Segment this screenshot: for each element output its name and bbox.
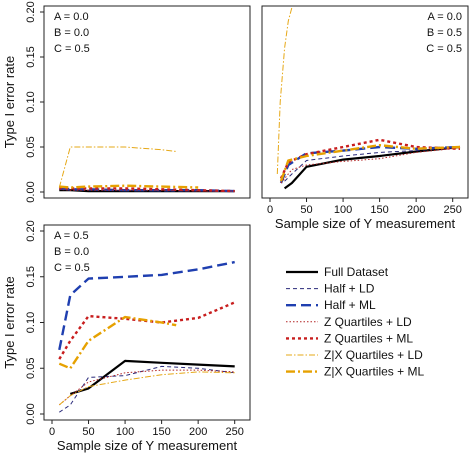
x-tick-label: 150	[152, 426, 170, 438]
series-line-z-quartiles-ld	[59, 188, 235, 192]
legend-item: Z Quartiles + LD	[286, 315, 412, 329]
series-group	[58, 260, 236, 413]
x-tick-label: 50	[82, 426, 94, 438]
series-line-z-x-quartiles-ml	[279, 143, 461, 182]
y-tick-label: 0.05	[25, 358, 37, 379]
y-axis: 0.00 0.05 0.10 0.15 0.20	[25, 220, 44, 425]
legend-label: Z|X Quartiles + ML	[324, 365, 424, 379]
y-tick-label: 0.15	[25, 266, 37, 287]
series-group	[58, 146, 235, 193]
parameter-label: C = 0.5	[426, 43, 462, 55]
series-line-half-ml	[58, 260, 235, 351]
x-tick-label: 200	[189, 426, 207, 438]
legend-label: Z|X Quartiles + LD	[324, 348, 423, 362]
parameter-label: C = 0.5	[54, 262, 90, 274]
x-tick-label: 150	[370, 204, 388, 216]
y-tick-label: 0.20	[25, 1, 37, 22]
y-tick-label: 0.10	[25, 91, 37, 112]
series-group	[276, 7, 461, 190]
series-line-full-dataset	[69, 359, 235, 395]
parameter-label: B = 0.5	[427, 27, 462, 39]
panel-1: 0.00 0.05 0.10 0.15 0.20 Type I error rate A =…	[2, 1, 251, 203]
x-tick-label: 50	[300, 204, 312, 216]
x-tick-label: 250	[444, 204, 462, 216]
y-axis: 0.00 0.05 0.10 0.15 0.20	[25, 1, 44, 203]
x-tick-label: 100	[116, 426, 134, 438]
x-tick-label: 250	[226, 426, 244, 438]
parameter-label: A = 0.0	[54, 11, 89, 23]
legend-item: Z|X Quartiles + LD	[286, 348, 423, 362]
parameter-label: A = 0.5	[54, 230, 89, 242]
plot-frame	[261, 5, 469, 199]
series-line-half-ld	[59, 365, 235, 413]
series-line-z-x-quartiles-ld	[276, 7, 293, 175]
y-tick-label: 0.05	[25, 136, 37, 157]
legend-label: Half + LD	[324, 282, 375, 296]
series-line-z-x-quartiles-ld	[58, 146, 177, 188]
x-axis-label: Sample size of Y measurement	[275, 216, 456, 231]
parameter-label: B = 0.0	[54, 27, 89, 39]
legend-item: Full Dataset	[286, 265, 389, 279]
x-tick-label: 100	[334, 204, 352, 216]
x-tick-label: 0	[49, 426, 55, 438]
series-line-half-ml	[279, 145, 461, 184]
series-line-z-quartiles-ml	[59, 186, 235, 193]
legend: Full Dataset Half + LD Half + ML Z Quartile…	[286, 265, 424, 379]
x-tick-label: 0	[267, 204, 273, 216]
series-line-z-quartiles-ml	[279, 138, 461, 179]
parameter-label: A = 0.0	[427, 11, 462, 23]
legend-item: Half + ML	[286, 298, 376, 312]
x-axis: 0 50 100 150 200 250	[267, 198, 462, 216]
panel-3: 0.00 0.05 0.10 0.15 0.20 Type I error rate 0 50…	[2, 220, 251, 453]
x-tick-label: 200	[407, 204, 425, 216]
parameter-label: C = 0.5	[54, 43, 90, 55]
series-line-z-x-quartiles-ml	[59, 184, 199, 189]
y-tick-label: 0.10	[25, 312, 37, 333]
x-axis-label: Sample size of Y measurement	[57, 438, 238, 453]
series-line-z-x-quartiles-ld	[58, 371, 235, 406]
y-tick-label: 0.20	[25, 220, 37, 241]
legend-label: Z Quartiles + ML	[324, 331, 413, 345]
legend-item: Half + LD	[286, 282, 375, 296]
legend-label: Full Dataset	[324, 265, 389, 279]
series-line-z-quartiles-ml	[58, 301, 236, 360]
x-axis: 0 50 100 150 200 250	[49, 420, 244, 438]
legend-label: Half + ML	[324, 298, 376, 312]
series-line-full-dataset	[283, 145, 461, 190]
y-tick-label: 0.15	[25, 46, 37, 67]
parameter-label: B = 0.0	[54, 246, 89, 258]
legend-label: Z Quartiles + LD	[324, 315, 412, 329]
legend-item: Z Quartiles + ML	[286, 331, 413, 345]
series-line-z-x-quartiles-ml	[58, 315, 177, 370]
y-tick-label: 0.00	[25, 403, 37, 424]
y-axis-label: Type I error rate	[2, 56, 17, 148]
y-axis-label: Type I error rate	[2, 276, 17, 368]
y-tick-label: 0.00	[25, 181, 37, 202]
legend-item: Z|X Quartiles + ML	[286, 365, 424, 379]
series-line-half-ld	[284, 146, 461, 182]
